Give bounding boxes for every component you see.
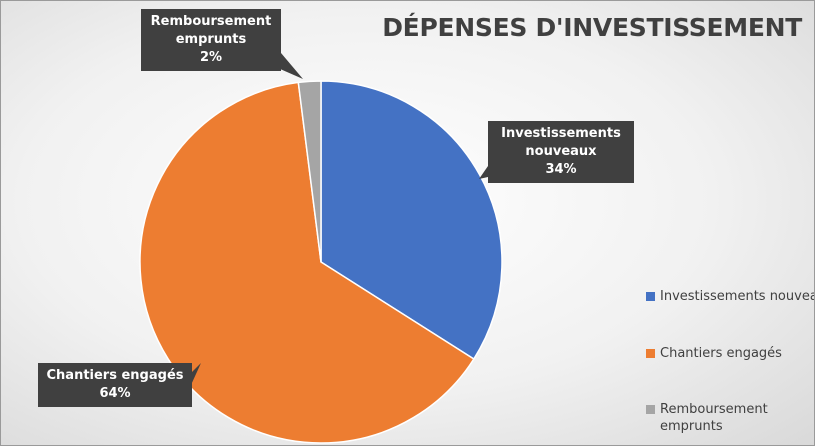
data-label-name: Chantiers engagés <box>46 368 184 383</box>
data-label-value: 64% <box>99 386 131 401</box>
data-label-name: Remboursement emprunts <box>150 14 272 47</box>
label-pointer <box>191 363 201 385</box>
legend-label: Remboursement emprunts <box>660 402 768 434</box>
data-label: Remboursement emprunts 2% <box>141 9 281 71</box>
data-label-value: 2% <box>199 50 223 65</box>
legend-item: Chantiers engagés <box>646 345 814 362</box>
legend-label: Investissements nouveaux <box>660 289 814 304</box>
label-pointer <box>479 166 488 179</box>
pie-slice <box>297 80 322 263</box>
pie-slice <box>320 80 503 361</box>
data-label: Investissements nouveaux 34% <box>488 121 634 183</box>
legend-item: Investissements nouveaux <box>646 288 814 305</box>
legend-label: Chantiers engagés <box>660 346 782 361</box>
data-label-value: 34% <box>545 162 577 177</box>
data-label-name: Investissements nouveaux <box>501 126 621 159</box>
pie-slice <box>139 81 475 444</box>
legend-swatch <box>646 292 655 301</box>
chart-title: DÉPENSES D'INVESTISSEMENT <box>382 13 802 42</box>
legend-swatch <box>646 349 655 358</box>
legend-swatch <box>646 405 655 414</box>
data-label: Chantiers engagés 64% <box>38 363 192 407</box>
legend-item: Remboursement emprunts <box>646 401 814 435</box>
